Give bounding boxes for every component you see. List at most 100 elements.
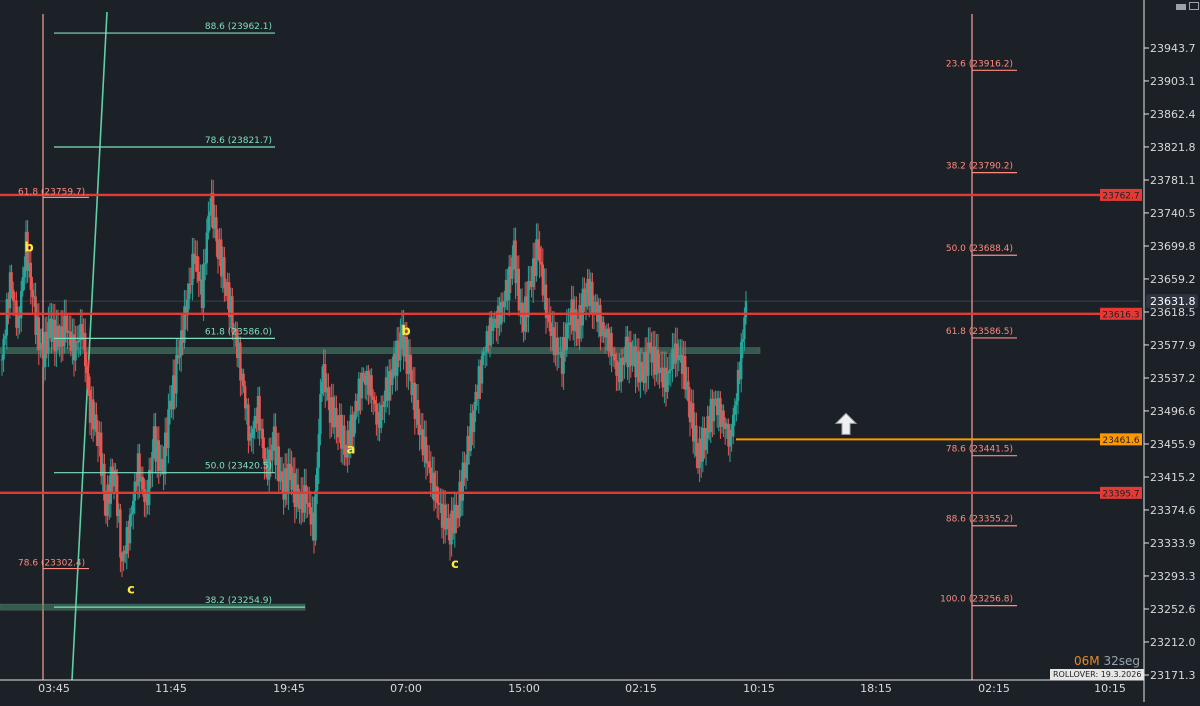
- candle-body: [128, 514, 132, 544]
- price-axis-label: 23537.2: [1150, 372, 1196, 385]
- candle-body: [90, 399, 93, 423]
- candle-body: [583, 288, 586, 307]
- fib-level-label: 61.8 (23586.0): [205, 327, 272, 337]
- candle-body: [104, 500, 108, 516]
- candle-body: [375, 403, 378, 425]
- candle-body: [349, 414, 352, 450]
- candle-body: [653, 346, 656, 375]
- candle-body: [64, 315, 68, 331]
- candle-body: [111, 466, 114, 487]
- candle-body: [424, 436, 428, 464]
- candle-body: [650, 347, 653, 363]
- candle-body: [613, 354, 616, 361]
- candle-body: [63, 315, 66, 347]
- candle-body: [352, 419, 356, 437]
- candle-body: [692, 403, 695, 442]
- price-level-label: 23395.7: [1102, 489, 1139, 499]
- candle-body: [460, 481, 463, 501]
- candle-body: [21, 277, 24, 292]
- candle-body: [244, 386, 247, 409]
- candle-body: [261, 428, 264, 449]
- price-axis-label: 23333.9: [1150, 537, 1196, 550]
- candle-body: [351, 414, 354, 437]
- price-axis-label: 23781.1: [1150, 174, 1196, 187]
- candle-body: [388, 371, 391, 401]
- candle-body: [13, 300, 16, 302]
- candle-body: [260, 428, 263, 431]
- candle-body: [527, 281, 530, 318]
- candle-body: [716, 398, 719, 416]
- maximize-icon[interactable]: [1189, 2, 1199, 10]
- candle-body: [60, 326, 63, 347]
- candle-body: [362, 372, 365, 376]
- candle-body: [520, 302, 524, 318]
- candle-body: [308, 502, 311, 508]
- candle-body: [532, 258, 535, 287]
- candle-body: [197, 271, 200, 281]
- candle-body: [258, 396, 261, 431]
- candle-body: [335, 408, 338, 428]
- candle-body: [636, 351, 639, 378]
- candle-body: [733, 405, 736, 415]
- candle-body: [367, 370, 370, 395]
- candle-body: [205, 232, 208, 264]
- candle-body: [327, 387, 330, 401]
- candle-body: [194, 255, 197, 264]
- candle-timer: 06M 32seg: [1074, 654, 1140, 668]
- candle-body: [292, 473, 295, 490]
- fib-level-label: 38.2 (23254.9): [205, 596, 272, 606]
- candle-body: [0, 359, 4, 361]
- candle-body: [562, 336, 565, 374]
- candle-body: [535, 239, 538, 276]
- support-zone: [0, 347, 761, 354]
- candle-body: [632, 346, 636, 353]
- candle-body: [519, 302, 522, 311]
- minimize-icon[interactable]: [1176, 4, 1186, 10]
- candle-body: [221, 257, 224, 277]
- candle-body: [359, 378, 362, 399]
- candle-body: [162, 461, 165, 475]
- candle-body: [704, 438, 708, 451]
- candle-body: [660, 367, 663, 373]
- candle-body: [282, 478, 285, 500]
- candle-body: [247, 404, 250, 441]
- rollover-badge: ROLLOVER: 19.3.2026: [1050, 669, 1145, 680]
- candle-body: [5, 299, 8, 336]
- candle-body: [18, 316, 21, 319]
- candle-body: [348, 430, 351, 450]
- candle-body: [234, 328, 237, 332]
- candle-body: [663, 367, 666, 388]
- candle-body: [338, 414, 341, 438]
- candle-body: [437, 502, 440, 505]
- candle-body: [602, 322, 605, 331]
- candle-body: [92, 399, 95, 430]
- candle-body: [143, 489, 146, 502]
- candle-body: [66, 330, 69, 333]
- candle-body: [79, 324, 82, 341]
- candle-body: [482, 352, 485, 356]
- candle-body: [680, 354, 684, 374]
- candle-body: [701, 427, 704, 462]
- candle-body: [112, 470, 116, 487]
- candle-body: [26, 231, 29, 271]
- candle-body: [420, 429, 423, 435]
- wave-label: b: [401, 324, 410, 339]
- candle-body: [287, 463, 290, 494]
- price-axis-label: 23821.8: [1150, 141, 1196, 154]
- candle-body: [416, 400, 420, 425]
- candle-body: [183, 306, 186, 343]
- candle-body: [644, 351, 647, 384]
- candle-body: [688, 401, 692, 423]
- candle-body: [549, 322, 552, 336]
- candle-body: [256, 396, 260, 424]
- candle-body: [146, 491, 149, 506]
- candle-body: [242, 373, 245, 387]
- candle-body: [575, 309, 578, 332]
- candle-body: [2, 338, 5, 360]
- candle-body: [485, 331, 488, 352]
- candle-body: [266, 458, 269, 480]
- price-axis-label: 23455.9: [1150, 438, 1196, 451]
- candle-body: [290, 466, 293, 490]
